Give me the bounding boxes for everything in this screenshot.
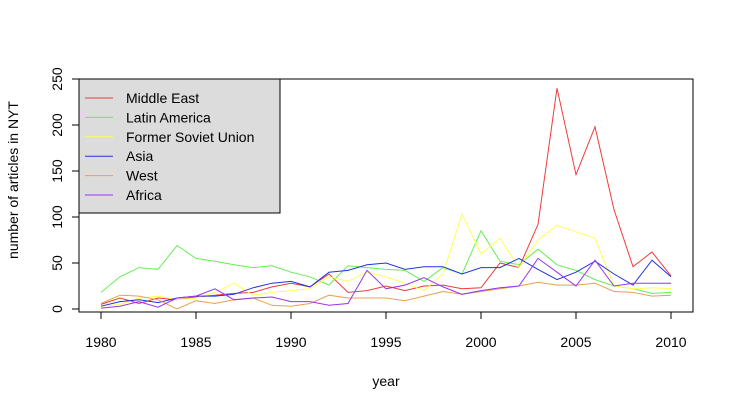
series-line-0 [100, 88, 672, 305]
y-tick-label-2: 100 [49, 205, 65, 229]
legend-label-1: Latin America [126, 109, 211, 125]
y-axis: 0 50 100 150 200 250 [49, 67, 80, 313]
legend-box [78, 78, 281, 214]
legend: Middle East Latin America Former Soviet Un… [78, 78, 281, 214]
x-tick-label-6: 2010 [655, 334, 686, 350]
x-tick-label-2: 1990 [275, 334, 306, 350]
legend-label-0: Middle East [126, 90, 199, 106]
x-tick-label-4: 2000 [465, 334, 496, 350]
y-tick-label-3: 150 [49, 159, 65, 183]
x-axis-label: year [372, 373, 400, 389]
y-tick-label-0: 0 [49, 305, 65, 313]
y-tick-label-1: 50 [49, 255, 65, 271]
x-tick-label-5: 2005 [560, 334, 591, 350]
legend-label-4: West [126, 168, 158, 184]
y-axis-label: number of articles in NYT [5, 101, 21, 259]
y-tick-label-5: 250 [49, 67, 65, 91]
series-line-1 [100, 229, 672, 294]
x-tick-label-3: 1995 [370, 334, 401, 350]
series-layer [100, 88, 672, 310]
series-line-2 [100, 212, 672, 307]
x-tick-label-1: 1985 [180, 334, 211, 350]
x-axis: 1980 1985 1990 1995 2000 2005 2010 [85, 311, 687, 350]
legend-label-5: Africa [126, 187, 162, 203]
y-tick-label-4: 200 [49, 113, 65, 137]
legend-label-2: Former Soviet Union [126, 129, 254, 145]
series-line-4 [100, 281, 672, 310]
legend-label-3: Asia [126, 148, 153, 164]
series-line-5 [100, 257, 671, 309]
x-tick-label-0: 1980 [85, 334, 116, 350]
